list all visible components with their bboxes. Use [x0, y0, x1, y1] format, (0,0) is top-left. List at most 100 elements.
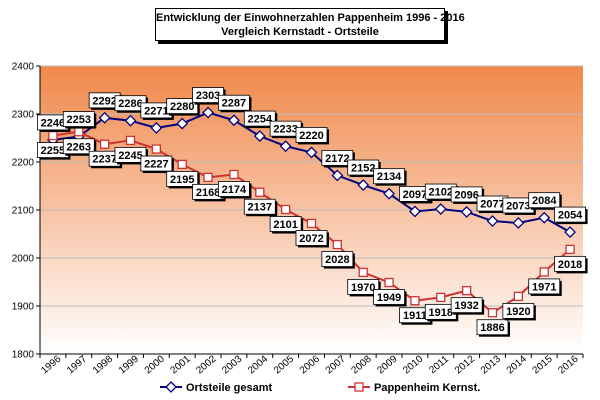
- data-label-s1-2013: 1886: [480, 322, 504, 334]
- data-label-s0-2015: 2084: [532, 195, 557, 207]
- point-s0-2000: [150, 122, 163, 134]
- point-s0-2007: [331, 169, 344, 182]
- data-label-box-s0-2012: [450, 186, 483, 203]
- point-s1-2006: [306, 218, 317, 229]
- data-label-s1-2012: 1932: [454, 300, 478, 312]
- point-s0-2012: [460, 206, 473, 218]
- data-label-s0-2011: 2102: [429, 187, 453, 199]
- point-s1-2011: [436, 292, 446, 303]
- point-s1-2001: [177, 159, 187, 170]
- data-label-s0-2007: 2172: [325, 153, 349, 165]
- chart-title-box: Entwicklung der Einwohnerzahlen Pappenhe…: [155, 8, 465, 41]
- data-label-s0-2013: 2077: [480, 199, 504, 211]
- data-label-s0-2012: 2096: [454, 189, 478, 201]
- point-s0-2002: [202, 106, 214, 119]
- point-s1-2014: [513, 291, 524, 302]
- data-label-s1-2009: 1949: [377, 292, 401, 304]
- legend: Ortsteile gesamt Pappenheim Kernst.: [160, 381, 480, 394]
- data-label-s1-2001: 2195: [170, 174, 194, 186]
- point-s0-1998: [98, 111, 111, 124]
- data-label-box-s1-2012: [450, 297, 483, 314]
- point-s1-2008: [358, 267, 368, 278]
- x-tick-label-2015: 2015: [531, 353, 555, 376]
- point-s0-2009: [383, 187, 395, 200]
- x-tick-label-2003: 2003: [220, 353, 244, 376]
- data-label-s0-2009: 2134: [377, 171, 402, 183]
- data-label-box-s1-2008: [347, 278, 380, 295]
- x-tick-label-2012: 2012: [453, 353, 477, 376]
- data-label-s1-2005: 2101: [273, 219, 297, 231]
- point-s0-2005: [279, 140, 292, 153]
- data-label-s1-2003: 2174: [222, 184, 247, 196]
- point-s1-2007: [332, 239, 343, 250]
- data-label-s1-2002: 2168: [196, 187, 220, 199]
- data-label-s1-1997: 2263: [67, 141, 91, 153]
- data-label-box-s0-2003: [218, 94, 250, 111]
- data-label-box-s1-2000: [140, 155, 173, 172]
- data-label-box-s1-1999: [114, 146, 147, 163]
- point-s1-2016: [565, 244, 575, 255]
- point-s0-2001: [176, 117, 189, 130]
- point-s0-2014: [512, 217, 525, 229]
- point-s1-2000: [151, 144, 162, 154]
- x-tick-label-2005: 2005: [272, 353, 296, 376]
- x-tick-label-1999: 1999: [117, 353, 141, 376]
- data-label-s1-2015: 1971: [532, 281, 556, 293]
- x-tick-label-1997: 1997: [65, 353, 89, 376]
- data-label-box-s1-1997: [62, 138, 95, 155]
- data-label-box-s0-2009: [373, 168, 405, 185]
- y-tick-label-2200: 2200: [12, 158, 35, 169]
- data-label-s0-2000: 2271: [144, 105, 168, 117]
- x-tick-label-2011: 2011: [427, 354, 451, 377]
- chart-title: Entwicklung der Einwohnerzahlen Pappenhe…: [156, 12, 465, 24]
- point-s1-1997: [74, 127, 84, 137]
- data-label-s0-2014: 2073: [506, 200, 530, 212]
- point-s0-2006: [305, 146, 318, 159]
- data-label-s1-2006: 2072: [299, 233, 323, 245]
- point-s1-2010: [410, 296, 420, 306]
- legend-marker-0: [165, 381, 177, 393]
- data-label-s0-1997: 2253: [67, 114, 91, 126]
- x-tick-label-2009: 2009: [375, 353, 399, 376]
- data-label-s1-2011: 1918: [429, 307, 453, 319]
- chart-subtitle: Vergleich Kernstadt - Ortsteile: [221, 26, 379, 38]
- data-label-s0-2004: 2254: [248, 114, 273, 126]
- x-tick-label-2004: 2004: [246, 353, 270, 376]
- legend-label-1: Pappenheim Kernst.: [374, 382, 480, 394]
- y-tick-label-1800: 1800: [12, 350, 35, 361]
- point-s0-2010: [409, 205, 421, 218]
- data-label-box-s0-2007: [321, 150, 354, 166]
- data-label-s0-2002: 2303: [196, 90, 220, 102]
- point-s1-1996: [48, 130, 58, 141]
- point-s1-2002: [203, 172, 213, 183]
- point-s1-2013: [487, 308, 498, 318]
- data-label-box-s1-2009: [373, 289, 405, 305]
- data-label-box-s0-2015: [528, 192, 561, 209]
- data-label-s0-2001: 2280: [170, 101, 194, 113]
- data-label-box-s0-1997: [62, 111, 95, 127]
- data-label-box-s1-2015: [528, 278, 561, 295]
- y-tick-label-2000: 2000: [12, 254, 35, 265]
- data-label-s0-1996: 2246: [41, 117, 65, 129]
- y-tick-label-2100: 2100: [12, 206, 35, 217]
- point-s0-2003: [228, 114, 240, 127]
- data-label-box-s0-2016: [554, 206, 586, 223]
- data-label-box-s1-2016: [554, 255, 586, 272]
- point-s1-2015: [539, 267, 549, 277]
- data-label-box-s1-2014: [502, 302, 535, 319]
- x-tick-label-2013: 2013: [479, 353, 503, 376]
- x-tick-label-2007: 2007: [324, 353, 348, 376]
- point-s1-2005: [280, 204, 291, 215]
- point-s0-2008: [357, 179, 370, 191]
- point-s1-1999: [125, 135, 136, 146]
- point-s1-1998: [99, 139, 110, 149]
- point-s0-2013: [486, 215, 499, 227]
- data-label-s1-2016: 2018: [558, 259, 582, 271]
- legend-marker-1: [354, 382, 364, 392]
- point-s0-2004: [253, 130, 266, 142]
- point-s0-2016: [564, 226, 576, 238]
- data-label-box-s1-2001: [166, 170, 199, 187]
- data-label-s0-2006: 2220: [299, 130, 323, 142]
